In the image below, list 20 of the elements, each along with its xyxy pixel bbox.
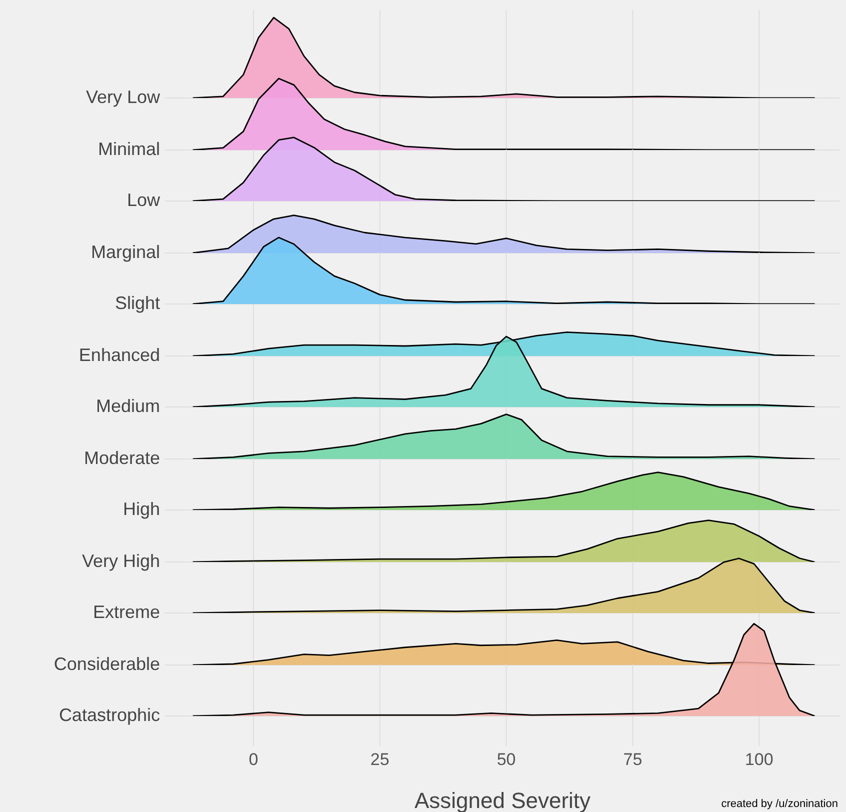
series-label: Marginal [90,241,160,262]
series-label: Enhanced [78,344,160,364]
x-tick-label: 0 [248,750,258,769]
series-label: Considerable [54,653,160,674]
series-label: Low [126,190,161,210]
text: created by /u/zonination [721,798,838,810]
x-axis-title: Assigned Severity [414,788,591,812]
series-label: Extreme [92,602,160,622]
series-label: High [122,498,160,519]
series-label: Very Low [86,86,161,107]
series-label: Slight [114,292,160,313]
x-tick-label: 25 [370,750,390,769]
series-label: Catastrophic [58,704,160,725]
x-tick-label: 50 [496,750,516,769]
series-label: Very High [82,550,160,570]
x-tick-label: 75 [623,750,642,769]
series-label: Minimal [98,138,160,158]
x-tick-label: 100 [744,750,774,769]
series-label: Moderate [84,447,160,468]
series-label: Medium [96,396,160,416]
